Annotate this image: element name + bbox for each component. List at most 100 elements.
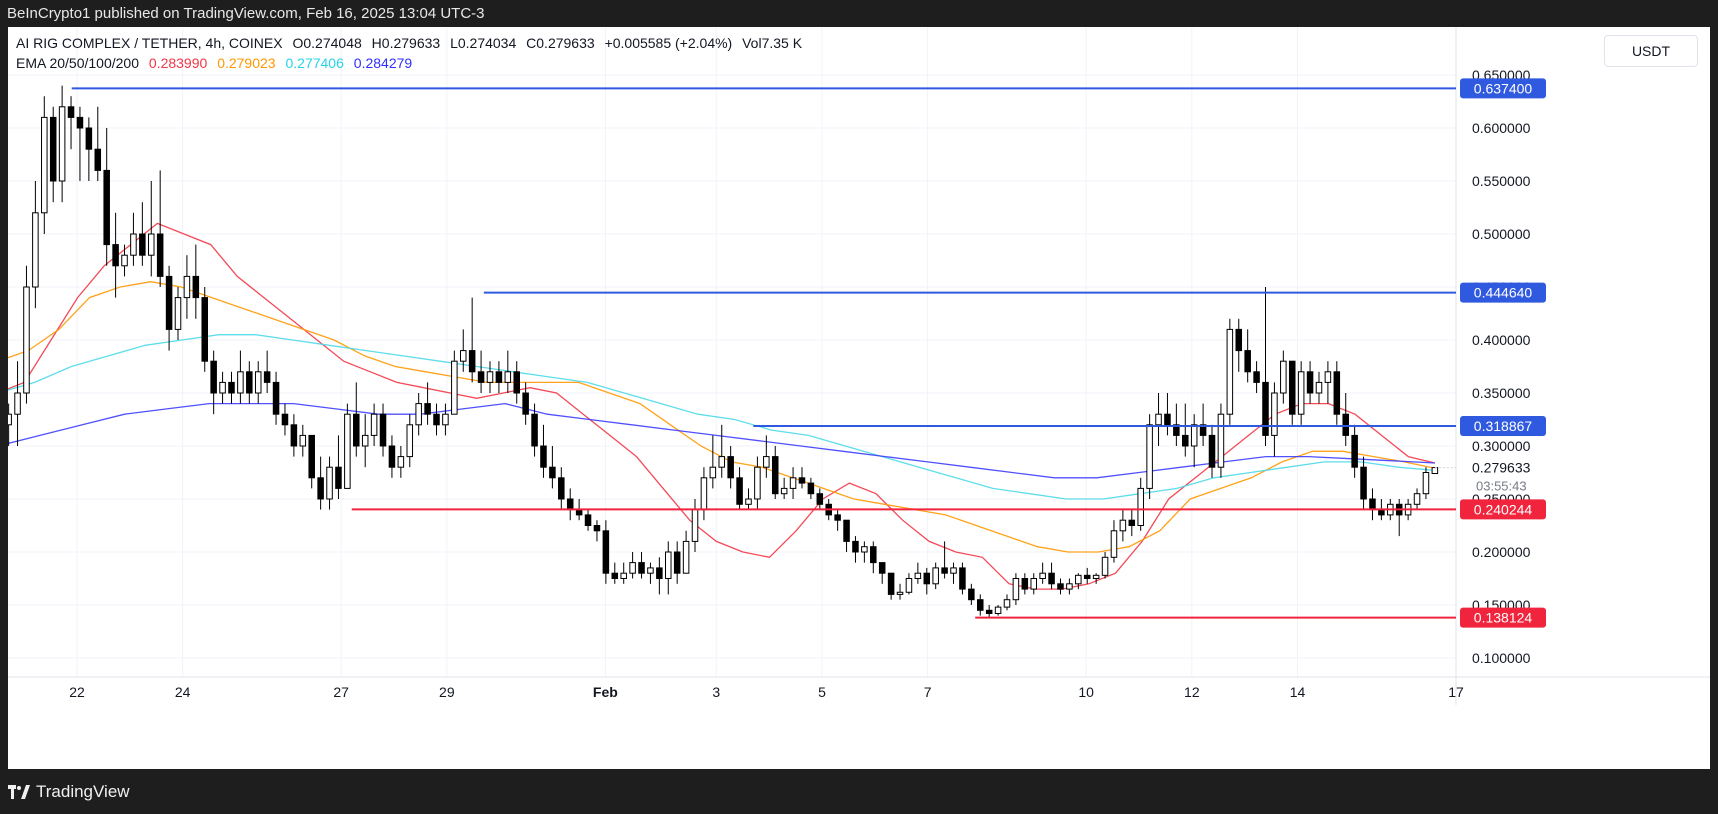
candle-down[interactable] — [1360, 466, 1367, 500]
candle-up[interactable] — [1315, 381, 1323, 394]
candle-up[interactable] — [397, 456, 405, 468]
candle-up[interactable] — [1190, 424, 1198, 447]
candle-up[interactable] — [700, 477, 708, 511]
candle-up[interactable] — [1155, 413, 1162, 426]
candle-down[interactable] — [1369, 498, 1376, 511]
candle-up[interactable] — [620, 572, 627, 580]
candle-up[interactable] — [1101, 556, 1109, 576]
candle-up[interactable] — [914, 572, 922, 580]
candle-down[interactable] — [968, 588, 975, 601]
price-chart[interactable]: 0.1000000.1500000.2000000.2500000.300000… — [8, 27, 1710, 769]
candle-down[interactable] — [495, 371, 503, 383]
candle-up[interactable] — [32, 212, 39, 288]
candle-up[interactable] — [718, 456, 726, 468]
candle-down[interactable] — [1244, 350, 1251, 373]
candle-up[interactable] — [174, 297, 182, 330]
candle-up[interactable] — [754, 466, 761, 500]
candle-up[interactable] — [950, 567, 957, 574]
candle-up[interactable] — [647, 567, 654, 574]
chart-panel[interactable]: 0.100000 0.150000 0.200000 0.250000 0.300000… — [8, 27, 1710, 769]
candle-up[interactable] — [780, 487, 788, 495]
candle-up[interactable] — [1110, 530, 1118, 558]
candle-down[interactable] — [76, 116, 84, 129]
candle-up[interactable] — [8, 413, 12, 426]
candle-down[interactable] — [353, 413, 360, 447]
candle-down[interactable] — [1253, 371, 1260, 383]
candle-down[interactable] — [584, 514, 592, 526]
candle-down[interactable] — [290, 424, 298, 447]
candle-down[interactable] — [736, 477, 743, 505]
candle-down[interactable] — [192, 275, 200, 299]
candle-up[interactable] — [451, 360, 458, 415]
candle-up[interactable] — [896, 591, 904, 595]
candle-up[interactable] — [682, 540, 690, 574]
candle-up[interactable] — [486, 371, 494, 383]
candle-up[interactable] — [415, 403, 422, 426]
candle-up[interactable] — [1012, 578, 1020, 601]
candle-down[interactable] — [424, 403, 431, 415]
candle-down[interactable] — [246, 371, 253, 394]
candle-up[interactable] — [763, 456, 770, 468]
candle-down[interactable] — [1262, 381, 1269, 436]
candle-down[interactable] — [1208, 434, 1216, 468]
candle-down[interactable] — [1333, 371, 1341, 415]
candle-down[interactable] — [165, 275, 173, 330]
candle-up[interactable] — [905, 578, 913, 593]
candle-up[interactable] — [1030, 578, 1038, 590]
candle-up[interactable] — [1119, 519, 1127, 532]
candle-down[interactable] — [566, 498, 574, 511]
candle-up[interactable] — [1297, 371, 1305, 415]
candle-down[interactable] — [611, 572, 619, 580]
candle-up[interactable] — [459, 350, 467, 362]
candle-down[interactable] — [673, 551, 681, 574]
candle-up[interactable] — [58, 106, 66, 182]
candle-down[interactable] — [67, 106, 75, 118]
candle-up[interactable] — [1003, 599, 1011, 608]
candle-down[interactable] — [1288, 360, 1296, 415]
candle-down[interactable] — [878, 562, 886, 574]
candle-down[interactable] — [771, 456, 779, 495]
candle-down[interactable] — [807, 482, 815, 495]
candle-down[interactable] — [531, 413, 538, 447]
candle-down[interactable] — [1342, 413, 1349, 436]
candle-up[interactable] — [41, 116, 48, 214]
candle-down[interactable] — [477, 371, 485, 383]
candle-down[interactable] — [1164, 413, 1171, 426]
candle-down[interactable] — [201, 297, 209, 362]
candle-up[interactable] — [1039, 572, 1046, 580]
candle-up[interactable] — [1146, 424, 1153, 489]
candle-down[interactable] — [317, 477, 324, 500]
candle-up[interactable] — [183, 275, 191, 299]
candle-down[interactable] — [798, 477, 806, 484]
candle-up[interactable] — [442, 413, 449, 426]
candle-down[interactable] — [593, 525, 601, 532]
candle-down[interactable] — [103, 169, 110, 246]
candle-down[interactable] — [985, 609, 993, 614]
candle-down[interactable] — [433, 413, 440, 426]
candle-down[interactable] — [959, 567, 966, 590]
candle-down[interactable] — [1057, 583, 1064, 590]
candle-down[interactable] — [281, 413, 289, 426]
candle-down[interactable] — [388, 445, 396, 468]
candle-down[interactable] — [656, 567, 663, 580]
symbol-label[interactable]: AI RIG COMPLEX / TETHER, 4h, COINEX — [16, 35, 283, 51]
candle-up[interactable] — [1137, 487, 1144, 526]
candle-down[interactable] — [1235, 328, 1243, 352]
candle-up[interactable] — [361, 434, 369, 447]
candle-up[interactable] — [1431, 467, 1439, 475]
candle-down[interactable] — [272, 381, 280, 415]
candle-down[interactable] — [834, 514, 841, 521]
ema-label[interactable]: EMA 20/50/100/200 — [16, 55, 139, 71]
candle-up[interactable] — [121, 254, 128, 267]
candle-down[interactable] — [228, 381, 235, 394]
candle-up[interactable] — [299, 434, 307, 447]
candle-down[interactable] — [941, 567, 948, 574]
candle-down[interactable] — [85, 127, 93, 150]
tradingview-logo[interactable]: TradingView — [8, 782, 130, 802]
candle-down[interactable] — [887, 572, 895, 595]
candle-down[interactable] — [308, 434, 315, 479]
candle-up[interactable] — [1413, 493, 1421, 505]
candle-up[interactable] — [1075, 574, 1082, 585]
candle-down[interactable] — [112, 244, 119, 267]
candle-up[interactable] — [406, 424, 414, 458]
